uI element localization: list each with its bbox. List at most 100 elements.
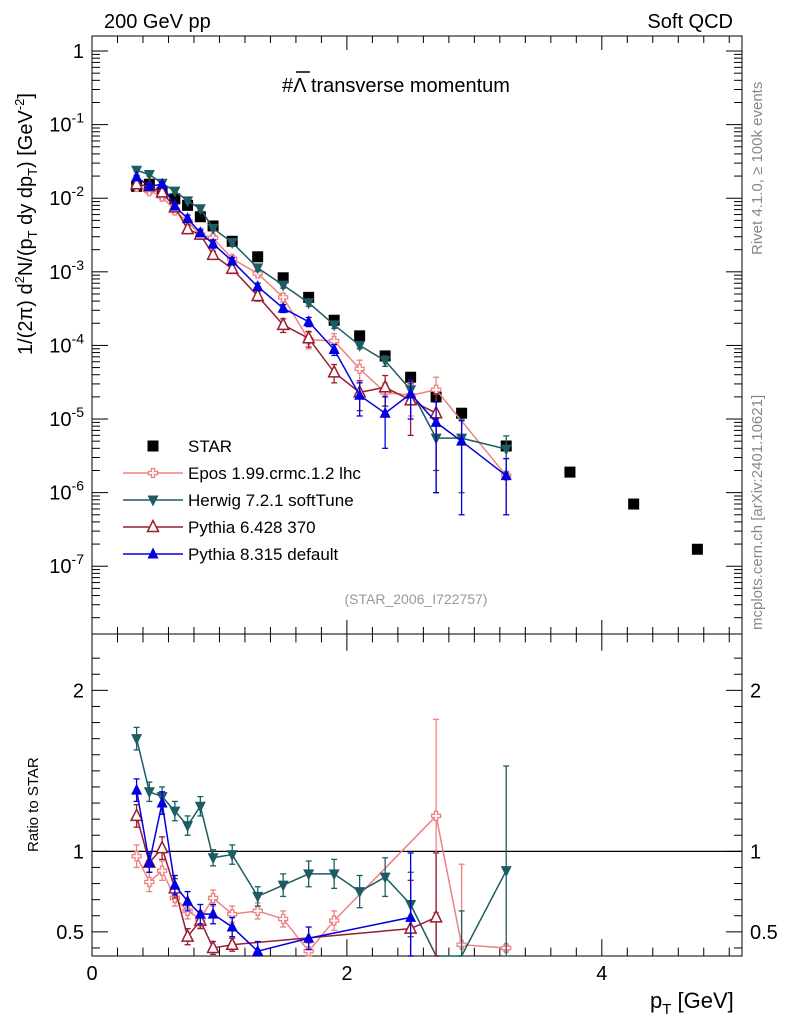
data-point [207,892,219,904]
data-point [328,320,340,332]
data-point [252,263,264,275]
data-point [628,498,640,510]
data-point [564,466,576,478]
data-point [156,796,168,808]
y-tick-label: 10-7 [49,551,84,578]
data-point [252,891,264,903]
data-point [206,939,220,954]
data-point [156,865,168,876]
data-point [278,913,289,925]
legend-item: Pythia 6.428 370 [123,518,316,537]
data-point [194,204,206,216]
data-point [182,196,194,208]
data-point [226,254,238,266]
data-point [131,851,142,862]
data-point [277,880,289,892]
data-point [379,872,391,884]
series-pythia-8-315-default [131,170,512,516]
legend-item: STAR [147,437,232,456]
data-point [194,907,206,919]
data-point [169,186,181,198]
data-point [405,910,417,922]
data-point [252,280,264,292]
header-left: 200 GeV pp [104,11,211,33]
data-point [278,292,289,303]
ratio-y-tick-label: 1 [750,841,761,863]
main-axis-ticks: 10-7 10-6 10-5 10-4 10-3 10-2 10-1 1 [49,36,742,634]
legend-label: Pythia 8.315 default [188,545,339,564]
legend: STAR Epos 1.99.crmc.1.2 lhc Herwig 7.2.1 s… [123,437,361,564]
data-point [691,543,703,555]
data-point [328,869,340,881]
data-point [169,806,181,818]
legend-label: STAR [188,437,232,456]
data-point [144,876,155,888]
main-ylabel-text: 1/(2π) d2N/(pT dy dpT) [GeV-2] [12,93,40,355]
data-point [143,856,155,868]
data-point [327,364,341,378]
ratio-y-tick-label: 0.5 [56,922,84,944]
data-point [329,335,340,347]
mcplots-label: mcplots.cern.ch [arXiv:2401.10621] [749,395,766,630]
data-point [303,931,315,943]
data-point [456,407,468,419]
data-point [250,287,265,302]
data-point [143,179,155,191]
data-point [182,212,194,224]
x-tick-label: 2 [341,963,352,985]
data-point [378,379,392,393]
y-tick-label: 1 [73,41,84,63]
data-point [303,291,315,303]
data-point [301,330,316,344]
data-point [405,387,417,399]
header-right: Soft QCD [647,11,733,33]
y-tick-label: 10-3 [49,257,84,284]
data-point [328,343,340,355]
data-point [226,850,238,862]
data-point [131,783,143,795]
data-point [194,226,206,238]
data-point [303,869,315,881]
data-point [180,928,195,942]
data-point [155,839,169,854]
data-point [500,469,512,481]
series-epos-1-99-crmc-1-2-lhc [131,718,512,957]
legend-item: Epos 1.99.crmc.1.2 lhc [123,464,361,483]
data-point [277,301,289,313]
x-tick-label: 0 [86,963,97,985]
series-line [135,815,437,949]
main-series-group [129,165,703,555]
data-point [147,440,159,452]
data-point [354,340,366,352]
data-point [354,363,365,375]
data-point [207,223,219,235]
data-point [430,810,442,822]
data-point [207,907,219,919]
data-point [129,807,144,822]
data-point [146,518,160,533]
series-line [135,738,507,957]
data-point [328,314,340,326]
y-tick-label: 10-5 [49,404,84,431]
data-point [277,272,289,284]
data-point [147,467,159,479]
series-herwig-7-2-1-softtune [131,726,512,957]
data-point [430,415,442,427]
data-point [276,316,290,331]
data-point [500,866,512,878]
data-point [180,220,195,235]
data-point [182,894,194,906]
data-point [354,388,366,400]
data-point [131,170,143,182]
series-pythia-8-315-default [131,778,417,957]
data-point [429,909,443,923]
data-point [227,908,238,920]
data-point [131,734,143,746]
analysis-watermark: (STAR_2006_I722757) [345,591,488,607]
data-point [156,177,168,189]
legend-label: Pythia 6.428 370 [188,518,316,537]
data-point [226,238,238,250]
x-axis-label: pT [GeV] [650,988,734,1018]
data-point [329,915,340,926]
